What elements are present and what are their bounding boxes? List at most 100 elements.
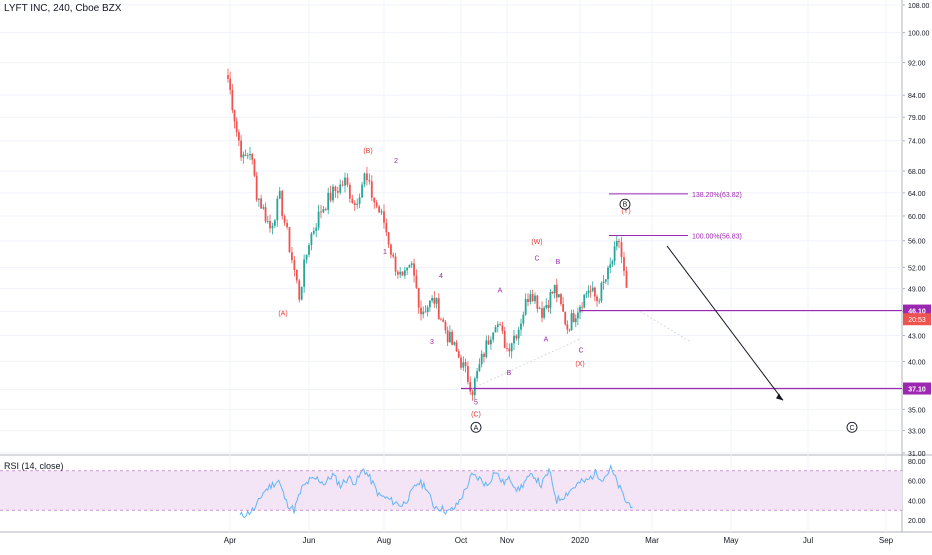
candle-body [609, 264, 612, 268]
candle-body [490, 339, 492, 345]
wave-label: B [556, 259, 561, 266]
x-tick-label: Nov [500, 536, 514, 545]
candle-body [351, 198, 354, 203]
candle-body [527, 298, 529, 302]
guide-dotted-line [639, 311, 691, 342]
wave-label: 4 [439, 273, 443, 280]
candle-body [460, 357, 462, 368]
circled-wave-marker [846, 421, 858, 433]
candle-body [410, 263, 413, 266]
y-tick-label: 52.00 [908, 265, 926, 272]
wave-label: A [544, 336, 549, 343]
candle-body [553, 284, 556, 294]
y-tick-label: 64.00 [908, 191, 926, 198]
circled-wave-label: B [623, 202, 628, 209]
candle-body [534, 295, 536, 302]
candle-body [396, 271, 399, 275]
wave-label: 2 [394, 158, 398, 165]
rsi-y-tick-label: 40.00 [908, 498, 926, 505]
candle-body [455, 342, 458, 352]
y-tick-label: 84.00 [908, 93, 926, 100]
candle-body [545, 305, 548, 308]
candle-body [240, 140, 243, 158]
x-tick-label: Jul [803, 536, 813, 545]
wave-label: C [578, 348, 583, 355]
candle-body [469, 381, 472, 392]
candle-body [246, 155, 249, 157]
candle-body [431, 297, 434, 301]
candle-body [448, 331, 451, 343]
y-tick-label: 100.00 [908, 31, 930, 38]
y-tick-label: 56.00 [908, 239, 926, 246]
candle-body [607, 267, 609, 280]
candle-body [492, 332, 495, 340]
wave-label: (C) [471, 412, 481, 419]
candle-body [406, 267, 409, 271]
candle-body [312, 230, 315, 234]
candle-body [541, 308, 543, 318]
candle-body [524, 298, 527, 315]
candle-body [390, 244, 392, 255]
candle-body [583, 294, 586, 308]
candle-body [227, 75, 229, 79]
candle-body [596, 296, 598, 302]
candle-body [310, 233, 313, 246]
candle-body [375, 202, 378, 207]
candle-body [346, 177, 349, 185]
candle-body [566, 324, 569, 330]
wave-label: 3 [430, 339, 434, 346]
candle-body [435, 298, 438, 304]
candle-body [235, 121, 238, 133]
candle-body [496, 324, 499, 328]
candle-body [251, 154, 254, 160]
candle-body [428, 300, 431, 308]
projection-arrow-line [666, 245, 784, 401]
candle-body [344, 177, 346, 186]
wave-label: 5 [474, 399, 478, 406]
x-tick-label: Oct [455, 536, 468, 545]
candle-body [413, 263, 415, 276]
candle-body [613, 246, 616, 262]
candle-body [385, 222, 388, 233]
candle-body [444, 321, 447, 331]
candle-body [324, 208, 327, 210]
candle-body [244, 154, 247, 156]
candle-body [520, 323, 522, 330]
candle-body [517, 329, 520, 339]
candle-body [506, 348, 508, 349]
candle-body [303, 259, 306, 287]
candle-body [499, 324, 501, 326]
x-tick-label: May [723, 536, 738, 545]
candle-body [229, 78, 232, 90]
candle-body [399, 271, 402, 275]
candle-body [262, 207, 265, 209]
x-tick-label: Mar [645, 536, 659, 545]
candle-body [336, 191, 339, 193]
candle-body [276, 198, 279, 221]
candle-body [266, 221, 269, 222]
candle-body [281, 190, 284, 217]
candle-body [341, 184, 344, 186]
candle-body [417, 287, 420, 308]
candle-body [581, 306, 584, 308]
x-tick-label: Apr [224, 536, 237, 545]
candle-body [373, 197, 376, 203]
candle-body [598, 300, 601, 302]
candle-body [547, 305, 550, 308]
candle-body [587, 290, 590, 294]
wave-label: (W) [531, 239, 542, 246]
candle-body [457, 351, 460, 358]
candle-body [623, 257, 625, 272]
fib-level-label: 138.20%(63.82) [692, 192, 742, 199]
candle-body [327, 192, 330, 210]
y-tick-label: 74.00 [908, 139, 926, 146]
candle-body [440, 319, 442, 321]
price-level-label: 37.10 [908, 387, 926, 394]
rsi-y-tick-label: 80.00 [908, 459, 926, 466]
candle-body [591, 287, 594, 291]
candle-body [370, 181, 373, 198]
candle-body [300, 286, 303, 300]
candle-body [543, 307, 546, 318]
